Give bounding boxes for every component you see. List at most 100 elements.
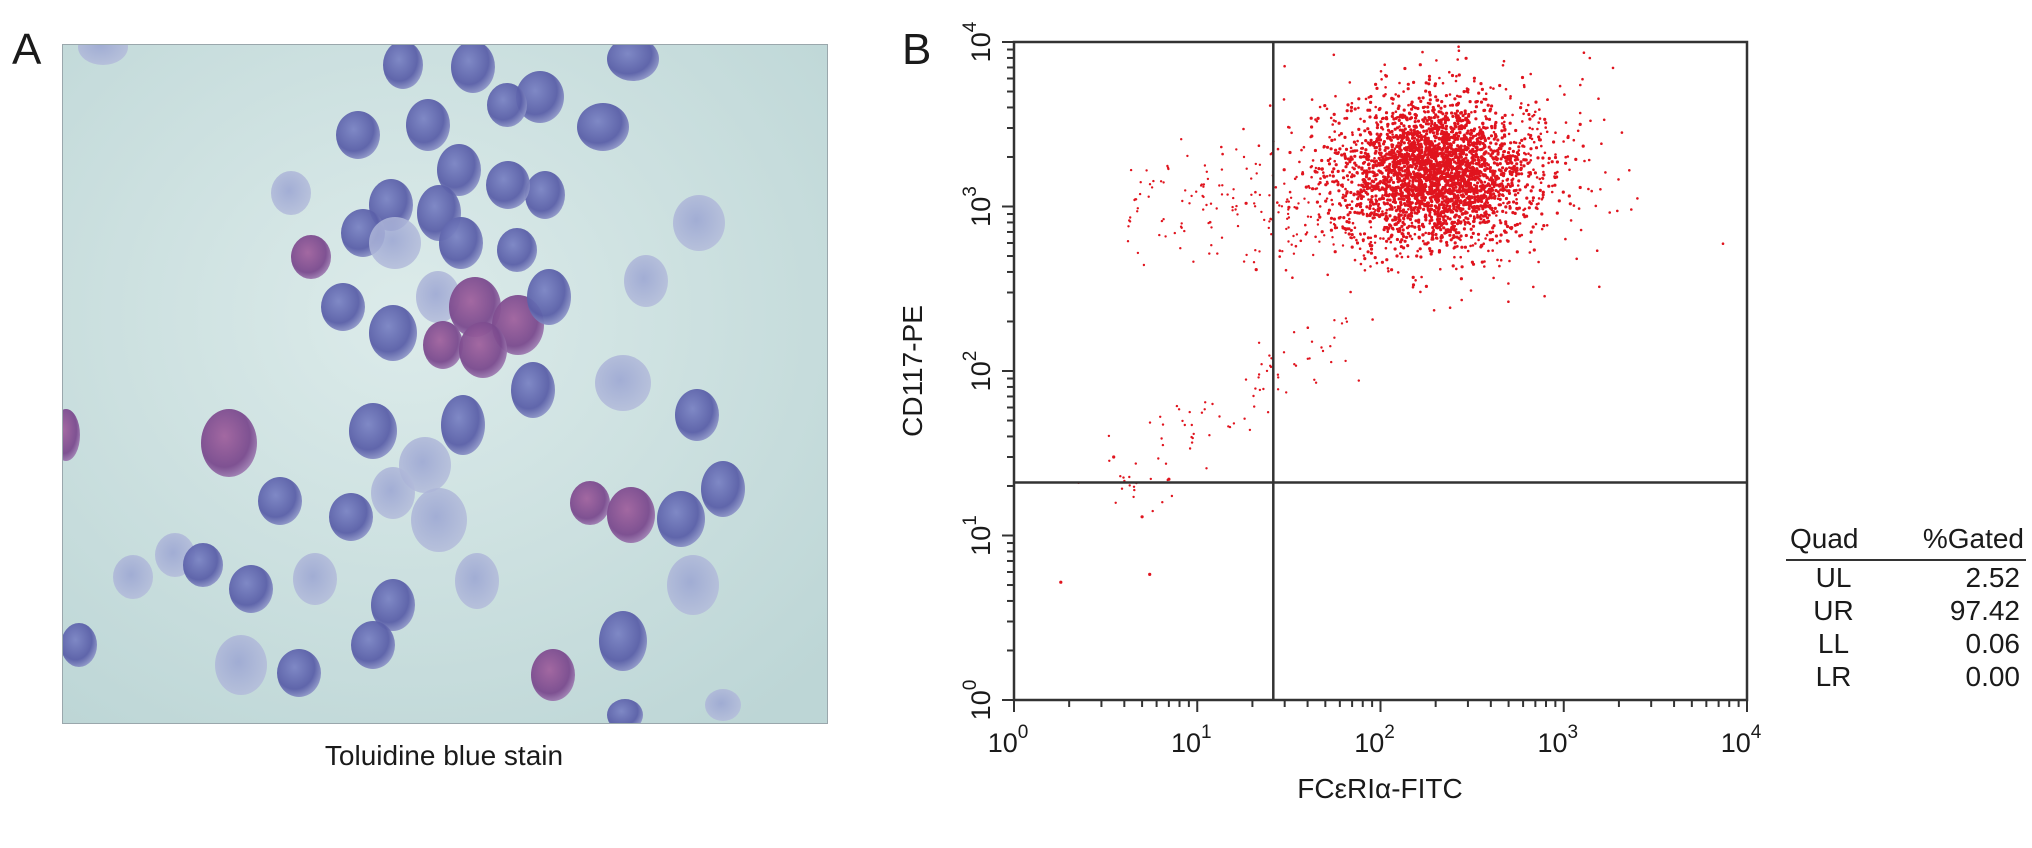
scatter-point — [1180, 138, 1183, 141]
quadrant-stats-table: Quad %Gated UL 2.52 UR 97.42 LL 0.06 LR … — [1786, 522, 2026, 693]
scatter-point — [1395, 218, 1398, 221]
scatter-point — [1513, 141, 1516, 144]
scatter-point — [1430, 207, 1434, 211]
scatter-point — [1425, 162, 1429, 166]
scatter-point — [1409, 157, 1412, 160]
scatter-point — [1448, 70, 1451, 74]
scatter-point — [1308, 186, 1311, 190]
scatter-point — [1254, 249, 1257, 252]
scatter-point — [1413, 132, 1417, 135]
scatter-point — [1470, 152, 1473, 155]
scatter-point — [1306, 326, 1310, 330]
scatter-point — [1304, 223, 1307, 227]
scatter-point — [1455, 74, 1458, 78]
scatter-point — [1411, 283, 1416, 287]
scatter-point — [1164, 235, 1167, 238]
scatter-point — [1538, 117, 1542, 120]
scatter-point — [1476, 137, 1479, 140]
scatter-point — [1508, 147, 1512, 151]
scatter-point — [1450, 127, 1453, 130]
scatter-point — [1310, 175, 1313, 179]
scatter-point — [1376, 123, 1380, 127]
scatter-point — [1449, 197, 1453, 201]
scatter-point — [1528, 251, 1532, 254]
scatter-point — [1388, 215, 1392, 218]
scatter-point — [1250, 177, 1253, 180]
scatter-point — [1397, 141, 1401, 145]
scatter-point — [1583, 159, 1586, 163]
scatter-point — [1424, 122, 1428, 126]
scatter-point — [1368, 186, 1372, 190]
scatter-point — [1448, 138, 1451, 142]
scatter-point — [1477, 91, 1481, 95]
scatter-point — [1369, 247, 1374, 251]
scatter-point — [1258, 388, 1262, 392]
scatter-point — [1397, 171, 1401, 175]
scatter-point — [1322, 174, 1326, 178]
scatter-point — [1345, 320, 1349, 323]
scatter-point — [1433, 177, 1437, 181]
scatter-point — [1330, 198, 1333, 202]
scatter-point — [1478, 140, 1482, 145]
scatter-point — [1120, 487, 1124, 490]
scatter-point — [1435, 59, 1438, 62]
scatter-point — [1518, 141, 1522, 145]
scatter-point — [1311, 159, 1315, 162]
scatter-point — [1453, 138, 1457, 142]
scatter-point — [1436, 115, 1440, 119]
scatter-point — [1506, 177, 1510, 181]
scatter-point — [1489, 134, 1494, 138]
scatter-point — [1498, 83, 1502, 88]
scatter-point — [1490, 104, 1494, 108]
scatter-point — [1455, 209, 1459, 213]
scatter-point — [1381, 160, 1385, 164]
scatter-point — [1453, 155, 1457, 159]
scatter-point — [1360, 166, 1364, 170]
scatter-point — [1441, 215, 1445, 219]
scatter-point — [1359, 193, 1362, 196]
scatter-point — [1507, 282, 1510, 285]
scatter-point — [1309, 116, 1313, 120]
scatter-point — [1456, 148, 1460, 152]
scatter-point — [1456, 122, 1460, 126]
scatter-point — [1389, 138, 1393, 142]
scatter-point — [1188, 447, 1192, 450]
scatter-point — [1136, 207, 1140, 210]
scatter-point — [1391, 133, 1394, 136]
scatter-point — [1509, 95, 1512, 98]
scatter-point — [1396, 185, 1400, 189]
scatter-point — [1445, 243, 1449, 247]
scatter-point — [1457, 203, 1461, 207]
scatter-point — [1268, 194, 1271, 197]
x-tick-label: 101 — [1171, 722, 1212, 758]
scatter-point — [1445, 195, 1448, 198]
scatter-point — [1221, 152, 1224, 156]
scatter-point — [1415, 254, 1419, 258]
scatter-point — [1450, 73, 1455, 78]
scatter-point — [1438, 168, 1442, 172]
scatter-point — [1476, 100, 1479, 103]
scatter-point — [1390, 171, 1393, 175]
scatter-point — [1357, 195, 1360, 199]
scatter-point — [1525, 108, 1529, 113]
scatter-point — [1355, 241, 1360, 245]
scatter-point — [1419, 173, 1423, 177]
scatter-point — [1507, 300, 1510, 304]
scatter-point — [1450, 209, 1454, 213]
scatter-point — [1483, 159, 1487, 162]
scatter-point — [1497, 151, 1500, 154]
scatter-point — [1500, 122, 1504, 125]
scatter-point — [1457, 118, 1461, 121]
scatter-point — [1459, 137, 1463, 141]
scatter-point — [1447, 190, 1451, 194]
scatter-point — [1491, 230, 1495, 234]
scatter-point — [1407, 141, 1410, 145]
scatter-point — [1267, 226, 1271, 230]
scatter-point — [1465, 174, 1469, 178]
scatter-point — [1396, 137, 1400, 141]
scatter-point — [1429, 144, 1432, 147]
scatter-point — [1425, 119, 1429, 123]
scatter-point — [1394, 165, 1398, 169]
scatter-point — [1369, 94, 1373, 99]
scatter-point — [1341, 185, 1344, 188]
